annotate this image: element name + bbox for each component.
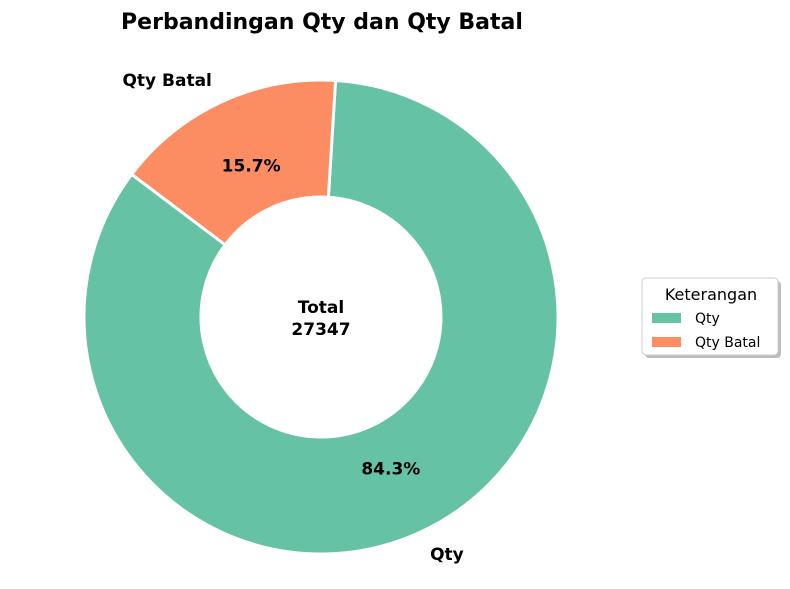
legend-swatch-qty-batal	[652, 337, 681, 347]
legend-swatch-qty	[652, 313, 681, 323]
chart-title: Perbandingan Qty dan Qty Batal	[121, 10, 523, 35]
legend-box	[641, 277, 779, 356]
slices-group	[82, 78, 560, 556]
percent-labels-group: 84.3% 15.7%	[222, 156, 421, 479]
legend-title: Keterangan	[665, 285, 757, 304]
slice-label-qty-batal: Qty Batal	[122, 71, 211, 91]
slice-label-qty: Qty	[430, 545, 464, 565]
legend-label-qty-batal: Qty Batal	[695, 335, 760, 351]
slice-qty-batal	[129, 78, 338, 247]
legend-label-qty: Qty	[695, 311, 720, 327]
center-total-value: 27347	[291, 320, 350, 340]
percent-label-qty: 84.3%	[361, 460, 420, 480]
percent-label-qty-batal: 15.7%	[222, 156, 281, 176]
center-total-label: Total	[298, 298, 344, 318]
legend: Keterangan Qty Qty Batal	[641, 277, 781, 358]
slice-qty	[82, 78, 560, 556]
slice-labels-group: Qty Qty Batal	[122, 71, 463, 565]
